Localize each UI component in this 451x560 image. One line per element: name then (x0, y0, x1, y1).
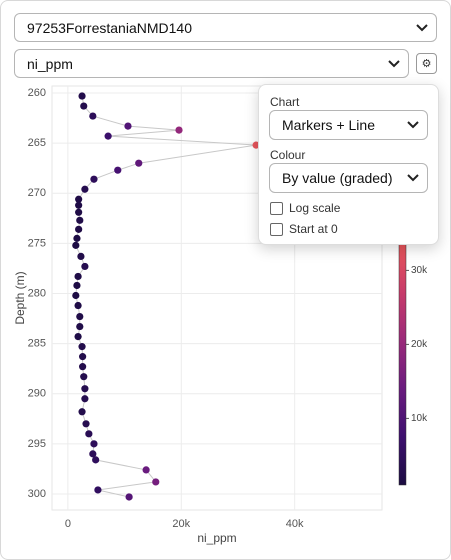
colour-value: By value (graded) (282, 170, 393, 186)
chevron (407, 174, 419, 182)
data-point (90, 175, 98, 183)
data-point (114, 166, 122, 174)
chevron (416, 23, 428, 31)
plot-area (51, 85, 383, 511)
y-tick-label: 260 (28, 87, 46, 99)
data-point (104, 132, 112, 140)
data-point (124, 122, 132, 130)
chart-settings-popup: Chart Markers + Line Colour By value (gr… (258, 84, 439, 245)
data-point (76, 322, 84, 331)
data-point (81, 262, 89, 271)
data-point (78, 92, 86, 100)
x-tick-label: 40k (286, 518, 304, 530)
y-tick-label: 295 (28, 438, 46, 450)
data-point (76, 312, 84, 321)
data-point (74, 272, 82, 281)
chevron (388, 59, 400, 67)
data-point (73, 234, 81, 242)
variable-select[interactable]: ni_ppm (14, 49, 409, 78)
data-point (78, 343, 86, 351)
data-point (77, 252, 85, 261)
colorbar-tick-label: 10k (411, 413, 428, 424)
log-scale-checkbox[interactable]: Log scale (270, 201, 340, 215)
data-point (81, 395, 89, 403)
data-point (80, 373, 88, 381)
data-point (135, 159, 143, 167)
y-tick-label: 300 (28, 488, 46, 500)
colorbar-tick-label: 20k (411, 339, 428, 350)
data-point (175, 126, 183, 134)
data-point (74, 332, 82, 341)
data-point (75, 208, 83, 216)
data-point (125, 493, 133, 501)
y-tick-label: 285 (28, 338, 46, 350)
data-point (252, 141, 260, 149)
chart-type-value: Markers + Line (282, 117, 375, 133)
data-point (142, 466, 150, 474)
y-tick-label: 280 (28, 287, 46, 299)
data-point (75, 195, 83, 203)
y-tick-label: 270 (28, 187, 46, 199)
colour-label: Colour (270, 148, 306, 162)
checkbox-box (270, 201, 283, 215)
chart-type-select[interactable]: Markers + Line (269, 110, 428, 140)
data-point (78, 408, 86, 416)
data-point (72, 241, 80, 249)
data-point (73, 281, 81, 290)
settings-button[interactable]: ⚙ (416, 53, 437, 74)
log-scale-label: Log scale (289, 201, 341, 215)
colour-select[interactable]: By value (graded) (269, 163, 428, 193)
variable-value: ni_ppm (27, 55, 73, 72)
data-point (81, 185, 89, 193)
dataset-value: 97253ForrestaniaNMD140 (27, 19, 192, 36)
data-point (90, 440, 98, 448)
chevron (407, 121, 419, 129)
checkbox-box (270, 222, 283, 236)
colorbar-tick-label: 30k (411, 265, 428, 276)
chart-label: Chart (270, 95, 300, 109)
data-point (152, 478, 160, 486)
data-point (76, 216, 84, 224)
x-tick-label: 0 (65, 518, 71, 530)
data-point (85, 430, 93, 438)
y-tick-label: 265 (28, 137, 46, 149)
data-point (75, 225, 83, 233)
data-point (80, 102, 88, 110)
data-point (89, 450, 97, 458)
data-point (74, 301, 82, 310)
data-point (79, 363, 87, 371)
data-point (82, 420, 90, 428)
data-point (92, 456, 100, 464)
data-point (79, 353, 87, 361)
data-point (72, 291, 80, 300)
series-line (75, 95, 257, 498)
y-tick-label: 275 (28, 237, 46, 249)
data-point (75, 201, 83, 209)
data-point (94, 486, 102, 494)
y-axis-title: Depth (m) (13, 271, 27, 324)
data-point (81, 385, 89, 393)
y-tick-label: 290 (28, 388, 46, 400)
start-zero-checkbox[interactable]: Start at 0 (270, 222, 338, 236)
dataset-select[interactable]: 97253ForrestaniaNMD140 (14, 13, 437, 42)
x-tick-label: 20k (172, 518, 190, 530)
data-point (89, 112, 97, 120)
start-zero-label: Start at 0 (289, 222, 338, 236)
x-axis-title: ni_ppm (197, 531, 236, 545)
